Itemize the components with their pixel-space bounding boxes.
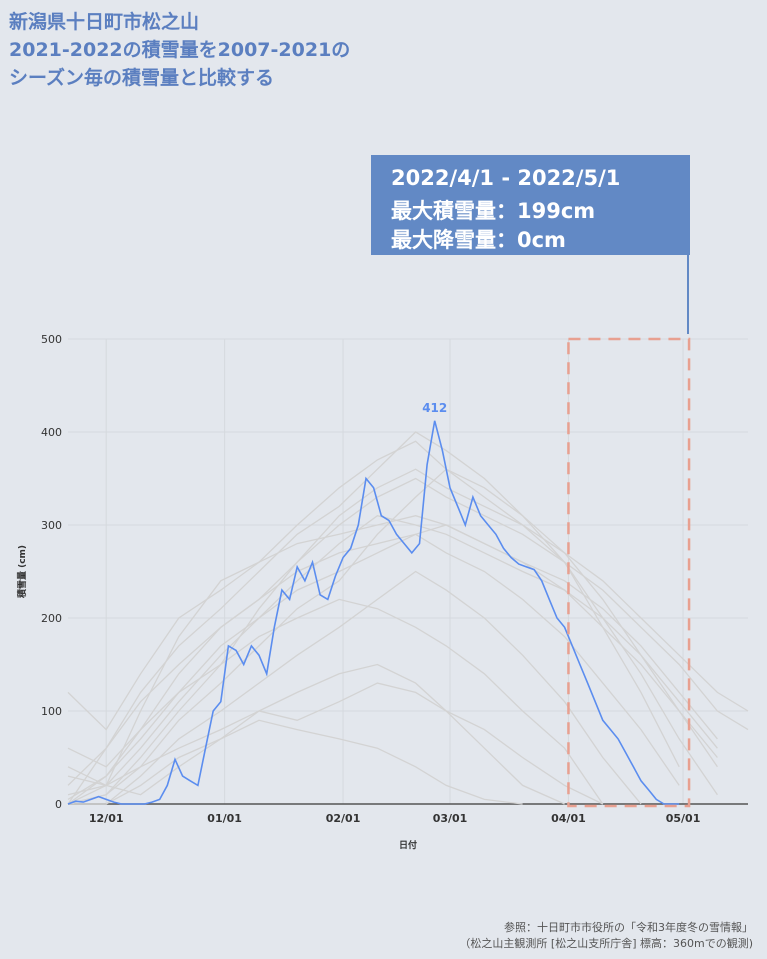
chart-title: 新潟県十日町市松之山 2021-2022の積雪量を2007-2021の シーズン… (9, 8, 350, 92)
period-callout: 2022/4/1 - 2022/5/1 最大積雪量：199cm 最大降雪量：0c… (371, 155, 690, 255)
source-note: 参照：十日町市市役所の「令和3年度冬の雪情報」 （松之山主観測所 [松之山支所庁… (459, 920, 753, 952)
y-tick-label: 200 (41, 612, 62, 625)
past-season-line (67, 514, 718, 796)
y-tick-label: 400 (41, 426, 62, 439)
y-tick-label: 500 (41, 333, 62, 346)
x-tick-label: 05/01 (666, 812, 701, 825)
past-season-line (67, 515, 718, 805)
callout-max-snowfall: 最大降雪量：0cm (391, 228, 566, 252)
past-season-line (68, 719, 523, 805)
y-axis-title: 積雪量 (cm) (16, 545, 28, 599)
y-tick-label: 300 (41, 519, 62, 532)
past-season-line (67, 477, 749, 800)
highlight-box (567, 337, 691, 808)
x-tick-label: 03/01 (433, 812, 468, 825)
past-season-line (67, 468, 718, 805)
title-line-1: 新潟県十日町市松之山 (9, 11, 200, 33)
y-tick-label: 0 (55, 798, 62, 811)
source-line-1: 参照：十日町市市役所の「令和3年度冬の雪情報」 (504, 921, 753, 934)
x-tick-label: 04/01 (551, 812, 586, 825)
x-tick-label: 01/01 (207, 812, 242, 825)
past-season-line (67, 524, 718, 805)
past-season-line (67, 533, 680, 805)
past-season-line (67, 682, 604, 805)
peak-label: 412 (422, 401, 447, 415)
source-line-2: （松之山主観測所 [松之山支所庁舎] 標高：360mでの観測) (459, 937, 753, 950)
past-season-line (67, 598, 604, 805)
past-season-line (68, 570, 642, 805)
x-tick-label: 12/01 (89, 812, 124, 825)
title-line-3: シーズン毎の積雪量と比較する (9, 67, 275, 89)
y-tick-label: 100 (41, 705, 62, 718)
title-line-2: 2021-2022の積雪量を2007-2021の (9, 39, 351, 61)
past-season-line (67, 468, 749, 805)
current-season-line (67, 420, 680, 805)
x-tick-label: 02/01 (326, 812, 361, 825)
past-season-line (67, 431, 680, 786)
past-season-line (67, 440, 718, 768)
callout-period: 2022/4/1 - 2022/5/1 (391, 166, 621, 190)
callout-connector (687, 255, 689, 334)
past-season-line (67, 663, 565, 805)
callout-max-depth: 最大積雪量：199cm (391, 199, 596, 223)
x-axis-title: 日付 (399, 839, 417, 851)
